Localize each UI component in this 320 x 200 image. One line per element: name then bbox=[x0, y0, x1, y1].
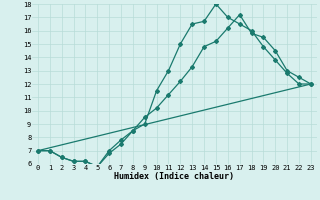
X-axis label: Humidex (Indice chaleur): Humidex (Indice chaleur) bbox=[115, 172, 234, 181]
